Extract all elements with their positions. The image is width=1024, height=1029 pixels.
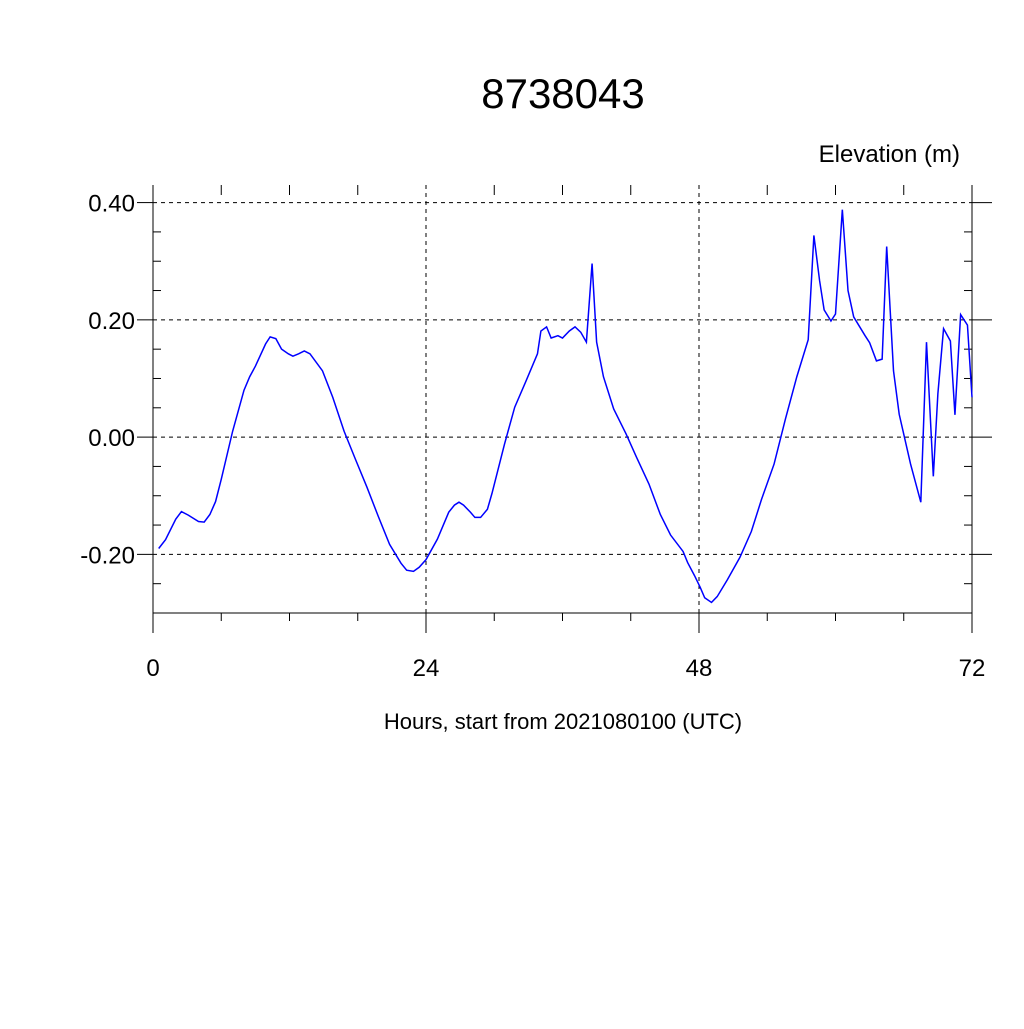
x-tick-label: 72 [959, 655, 986, 682]
x-tick-label: 48 [686, 655, 713, 682]
y-tick-label: 0.40 [88, 191, 135, 218]
y-tick-label: 0.00 [88, 425, 135, 452]
x-axis-label: Hours, start from 2021080100 (UTC) [384, 709, 742, 734]
chart-title: 8738043 [481, 70, 645, 117]
series-line [158, 209, 973, 604]
y-tick-label: 0.20 [88, 308, 135, 335]
x-tick-label: 0 [146, 655, 159, 682]
y-tick-label: -0.20 [80, 542, 135, 569]
x-tick-label: 24 [413, 655, 440, 682]
y-axis-label: Elevation (m) [819, 141, 960, 168]
